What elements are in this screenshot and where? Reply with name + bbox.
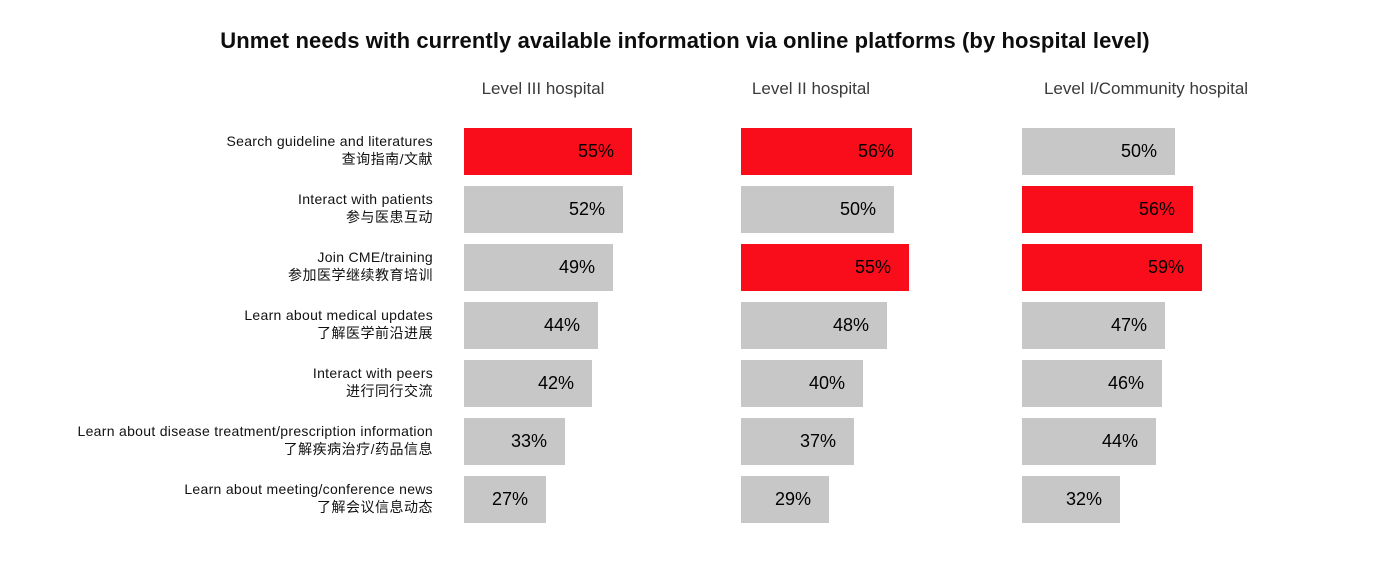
column-header-level-3: Level III hospital: [481, 79, 605, 98]
row-label-en: Search guideline and literatures: [226, 132, 433, 149]
row-label: Learn about disease treatment/prescripti…: [77, 422, 433, 458]
bar: 44%: [1022, 418, 1156, 465]
bar-value-label: 56%: [857, 141, 894, 161]
bar-value-label: 44%: [1101, 431, 1138, 451]
bar-value-label: 56%: [1138, 199, 1175, 219]
bar-value-label: 52%: [568, 199, 605, 219]
bar: 49%: [464, 244, 613, 291]
bar-value-label: 59%: [1147, 257, 1184, 277]
row-label-en: Interact with peers: [312, 364, 433, 381]
bar-value-label: 40%: [808, 373, 845, 393]
bar-value-label: 46%: [1107, 373, 1144, 393]
bar-value-label: 50%: [1120, 141, 1157, 161]
row-label: Learn about meeting/conference news 了解会议信…: [184, 480, 433, 516]
bar: 50%: [741, 186, 894, 233]
bar-value-label: 44%: [543, 315, 580, 335]
row-label-zh: 了解会议信息动态: [317, 498, 433, 515]
row-label-en: Learn about disease treatment/prescripti…: [77, 422, 433, 439]
row-label-en: Join CME/training: [317, 248, 433, 265]
column-header-level-1: Level I/Community hospital: [1043, 79, 1249, 98]
bar: 29%: [741, 476, 829, 523]
row-label-zh: 进行同行交流: [346, 382, 433, 399]
bar: 37%: [741, 418, 854, 465]
bar-value-label: 50%: [839, 199, 876, 219]
row-label-zh: 参与医患互动: [346, 208, 433, 225]
row-label-en: Learn about meeting/conference news: [184, 480, 433, 497]
bar: 47%: [1022, 302, 1165, 349]
column-header-level-2: Level II hospital: [751, 79, 871, 98]
row-label-zh: 了解疾病治疗/药品信息: [283, 440, 433, 457]
row-label-zh: 了解医学前沿进展: [317, 324, 433, 341]
bar-highlighted: 59%: [1022, 244, 1202, 291]
bar: 42%: [464, 360, 592, 407]
bar: 32%: [1022, 476, 1120, 523]
bar-value-label: 47%: [1110, 315, 1147, 335]
row-label-zh: 参加医学继续教育培训: [288, 266, 433, 283]
bar-highlighted: 56%: [1022, 186, 1193, 233]
bar-value-label: 49%: [558, 257, 595, 277]
bar: 48%: [741, 302, 887, 349]
bar-value-label: 37%: [799, 431, 836, 451]
bar: 40%: [741, 360, 863, 407]
bar-value-label: 33%: [510, 431, 547, 451]
bar-value-label: 29%: [774, 489, 811, 509]
bar: 33%: [464, 418, 565, 465]
row-label-en: Interact with patients: [298, 190, 433, 207]
row-label-zh: 查询指南/文献: [341, 150, 433, 167]
bar-highlighted: 55%: [464, 128, 632, 175]
bar: 52%: [464, 186, 623, 233]
row-label: Search guideline and literatures 查询指南/文献: [226, 132, 433, 168]
bar-value-label: 48%: [832, 315, 869, 335]
bar: 27%: [464, 476, 546, 523]
row-label: Interact with peers 进行同行交流: [313, 364, 433, 400]
bar-value-label: 42%: [537, 373, 574, 393]
bar: 50%: [1022, 128, 1175, 175]
bar-value-label: 55%: [854, 257, 891, 277]
bar-highlighted: 55%: [741, 244, 909, 291]
bar-value-label: 32%: [1065, 489, 1102, 509]
row-label: Interact with patients 参与医患互动: [298, 190, 433, 226]
row-label: Learn about medical updates 了解医学前沿进展: [244, 306, 433, 342]
row-label: Join CME/training 参加医学继续教育培训: [288, 248, 433, 284]
row-label-en: Learn about medical updates: [244, 306, 433, 323]
bar-value-label: 55%: [577, 141, 614, 161]
bar: 46%: [1022, 360, 1162, 407]
bar-value-label: 27%: [491, 489, 528, 509]
chart-title: Unmet needs with currently available inf…: [220, 28, 1150, 53]
bar-highlighted: 56%: [741, 128, 912, 175]
bar: 44%: [464, 302, 598, 349]
